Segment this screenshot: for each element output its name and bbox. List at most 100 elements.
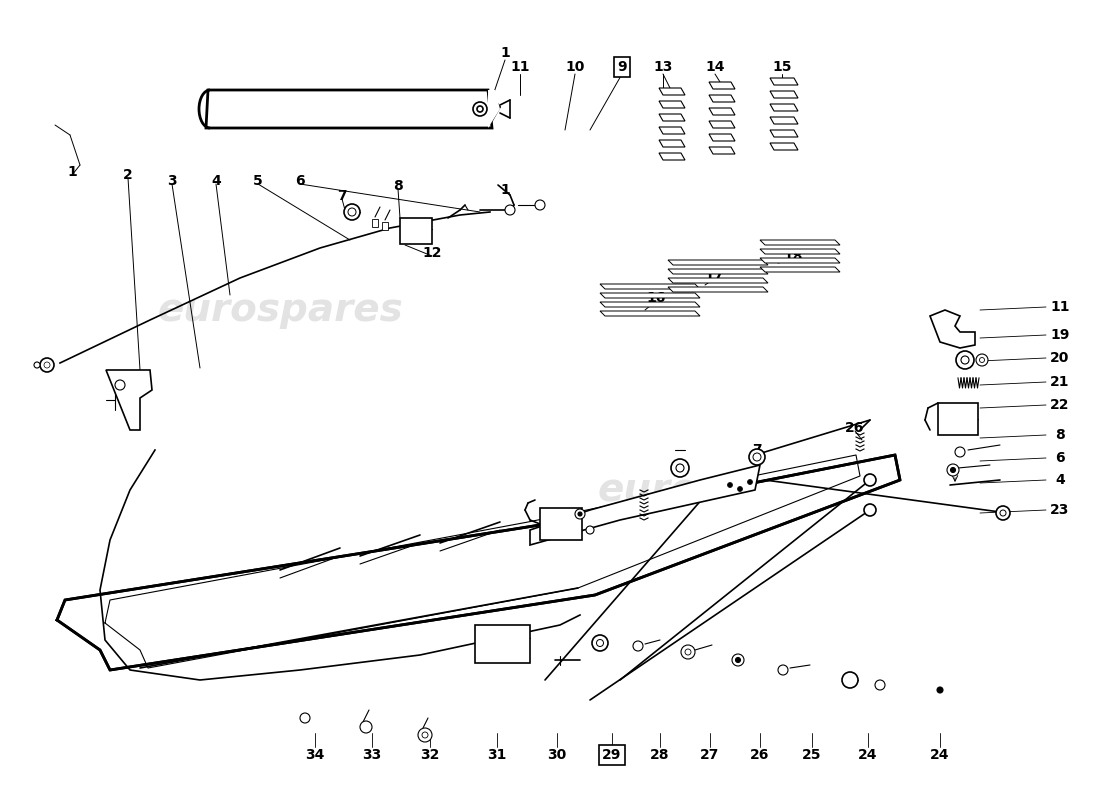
Text: eurospares: eurospares [597,471,843,509]
Circle shape [300,713,310,723]
Polygon shape [760,267,840,272]
Polygon shape [710,147,735,154]
Text: 10: 10 [565,60,585,74]
Polygon shape [770,130,798,137]
Polygon shape [710,95,735,102]
Circle shape [681,645,695,659]
Text: 6: 6 [1055,451,1065,465]
Polygon shape [760,249,840,254]
Circle shape [535,200,544,210]
Circle shape [937,687,943,693]
Circle shape [778,665,788,675]
Circle shape [864,474,876,486]
Circle shape [1000,510,1006,516]
Text: 3: 3 [167,174,177,188]
Text: 4: 4 [211,174,221,188]
Circle shape [473,102,487,116]
Circle shape [592,635,608,651]
Polygon shape [710,121,735,128]
Circle shape [671,459,689,477]
Text: 16: 16 [647,291,666,305]
Polygon shape [57,455,900,670]
Text: 8: 8 [393,179,403,193]
Polygon shape [710,82,735,89]
Circle shape [344,204,360,220]
Text: 1: 1 [500,46,510,60]
Text: 17: 17 [704,269,724,283]
Text: 22: 22 [1050,398,1069,412]
Text: 13: 13 [653,60,673,74]
Polygon shape [710,134,735,141]
Polygon shape [930,310,975,348]
Text: eurospares: eurospares [157,291,403,329]
Text: 15: 15 [772,60,792,74]
Text: 6: 6 [295,174,305,188]
Polygon shape [600,293,700,298]
Circle shape [961,356,969,364]
Text: 28: 28 [650,748,670,762]
Text: 26: 26 [750,748,770,762]
Text: 20: 20 [1050,351,1069,365]
Text: 29: 29 [603,748,622,762]
Text: 34: 34 [306,748,324,762]
Text: 1: 1 [500,183,510,197]
Circle shape [477,106,483,112]
Circle shape [348,208,356,216]
Text: 7: 7 [752,443,762,457]
Polygon shape [770,78,798,85]
Polygon shape [206,90,492,128]
Text: 11: 11 [510,60,530,74]
Polygon shape [770,117,798,124]
Circle shape [44,362,50,368]
Circle shape [950,467,956,473]
Circle shape [955,447,965,457]
Text: 33: 33 [362,748,382,762]
Circle shape [685,649,691,655]
Circle shape [956,351,974,369]
Polygon shape [488,90,501,128]
Circle shape [842,672,858,688]
Bar [400,218,432,244]
Polygon shape [659,101,685,108]
Polygon shape [530,465,760,545]
Circle shape [732,654,744,666]
Bar [372,219,378,227]
Text: 1: 1 [67,165,77,179]
Polygon shape [600,311,700,316]
Circle shape [727,482,733,487]
Text: 14: 14 [705,60,725,74]
Polygon shape [770,104,798,111]
Polygon shape [710,108,735,115]
Text: 24: 24 [858,748,878,762]
Bar [475,625,530,663]
Text: 26: 26 [845,421,865,435]
Circle shape [116,380,125,390]
Circle shape [34,362,40,368]
Circle shape [748,479,752,485]
Text: 7: 7 [338,189,346,203]
Polygon shape [106,370,152,430]
Circle shape [40,358,54,372]
Bar [938,403,978,435]
Polygon shape [600,284,700,289]
Circle shape [360,721,372,733]
Circle shape [947,464,959,476]
Circle shape [596,639,604,646]
Circle shape [578,512,582,516]
Polygon shape [770,143,798,150]
Polygon shape [659,88,685,95]
Polygon shape [668,278,768,283]
Text: 12: 12 [422,246,442,260]
Circle shape [422,732,428,738]
Polygon shape [760,240,840,245]
Text: 11: 11 [1050,300,1069,314]
Polygon shape [668,260,768,265]
Circle shape [749,449,764,465]
Bar [382,222,388,230]
Circle shape [575,509,585,519]
Polygon shape [659,153,685,160]
Polygon shape [770,91,798,98]
Circle shape [736,658,740,662]
Text: 18: 18 [783,250,803,264]
Polygon shape [760,258,840,263]
